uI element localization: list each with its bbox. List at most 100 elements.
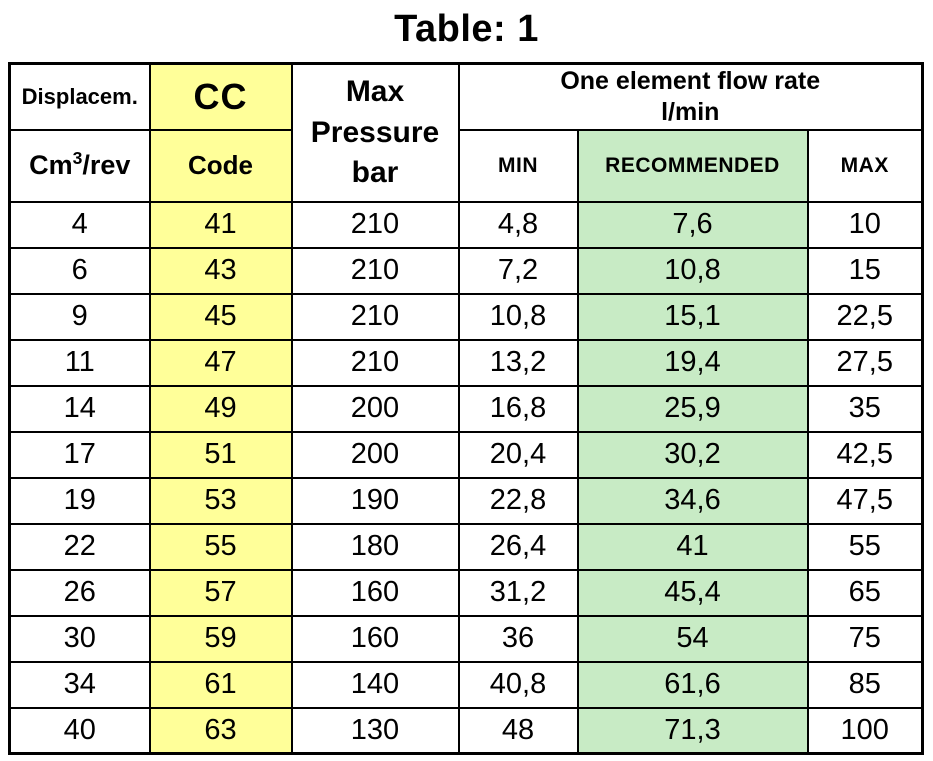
cell-code: 45 [148, 292, 293, 341]
cell-displacement: 6 [8, 246, 151, 295]
cell-min: 48 [457, 706, 579, 755]
cell-min: 16,8 [457, 384, 579, 433]
cell-recommended: 7,6 [576, 200, 809, 249]
cell-min: 20,4 [457, 430, 579, 479]
header-recommended: RECOMMENDED [576, 128, 809, 203]
cell-recommended: 41 [576, 522, 809, 571]
table-header: Displacem. CC Max Pressure bar One eleme… [8, 62, 924, 203]
cell-min: 26,4 [457, 522, 579, 571]
cell-min: 40,8 [457, 660, 579, 709]
cell-pressure: 180 [290, 522, 460, 571]
table-row: 9 45 210 10,8 15,1 22,5 [8, 292, 924, 341]
cell-displacement: 11 [8, 338, 151, 387]
cell-recommended: 61,6 [576, 660, 809, 709]
cell-max: 27,5 [806, 338, 924, 387]
cell-code: 43 [148, 246, 293, 295]
max-pressure-line3: bar [351, 156, 399, 189]
unit-rest: /rev [82, 150, 131, 180]
cell-max: 47,5 [806, 476, 924, 525]
cell-code: 47 [148, 338, 293, 387]
cell-recommended: 10,8 [576, 246, 809, 295]
cell-code: 53 [148, 476, 293, 525]
cell-max: 22,5 [806, 292, 924, 341]
cell-displacement: 9 [8, 292, 151, 341]
cell-max: 10 [806, 200, 924, 249]
spec-table: Displacem. CC Max Pressure bar One eleme… [8, 62, 924, 755]
table-row: 14 49 200 16,8 25,9 35 [8, 384, 924, 433]
table-body: 4 41 210 4,8 7,6 10 6 43 210 7,2 10,8 15 9 45 210 10,8 1… [8, 200, 924, 755]
cell-code: 61 [148, 660, 293, 709]
header-max: MAX [806, 128, 924, 203]
cell-code: 51 [148, 430, 293, 479]
cell-min: 7,2 [457, 246, 579, 295]
cell-pressure: 160 [290, 568, 460, 617]
cell-displacement: 17 [8, 430, 151, 479]
cell-min: 4,8 [457, 200, 579, 249]
cell-code: 49 [148, 384, 293, 433]
flow-rate-line1: One element flow rate [560, 66, 821, 95]
table-row: 4 41 210 4,8 7,6 10 [8, 200, 924, 249]
table-row: 17 51 200 20,4 30,2 42,5 [8, 430, 924, 479]
header-cc: CC [148, 62, 293, 131]
cell-pressure: 210 [290, 338, 460, 387]
cell-max: 42,5 [806, 430, 924, 479]
cell-recommended: 34,6 [576, 476, 809, 525]
cell-max: 55 [806, 522, 924, 571]
cell-code: 41 [148, 200, 293, 249]
cell-min: 13,2 [457, 338, 579, 387]
cell-min: 31,2 [457, 568, 579, 617]
unit-exponent: 3 [72, 148, 83, 168]
table-row: 19 53 190 22,8 34,6 47,5 [8, 476, 924, 525]
cell-code: 57 [148, 568, 293, 617]
cell-displacement: 40 [8, 706, 151, 755]
cell-pressure: 130 [290, 706, 460, 755]
table-title: Table: 1 [394, 8, 539, 50]
cell-displacement: 30 [8, 614, 151, 663]
table-row: 22 55 180 26,4 41 55 [8, 522, 924, 571]
table-row: 6 43 210 7,2 10,8 15 [8, 246, 924, 295]
cell-recommended: 15,1 [576, 292, 809, 341]
cell-pressure: 200 [290, 430, 460, 479]
cell-min: 36 [457, 614, 579, 663]
cell-pressure: 160 [290, 614, 460, 663]
cell-max: 85 [806, 660, 924, 709]
cell-pressure: 200 [290, 384, 460, 433]
cell-displacement: 4 [8, 200, 151, 249]
cell-pressure: 210 [290, 292, 460, 341]
cell-pressure: 140 [290, 660, 460, 709]
cell-max: 100 [806, 706, 924, 755]
unit-base: Cm [29, 150, 73, 180]
cell-recommended: 19,4 [576, 338, 809, 387]
table-row: 26 57 160 31,2 45,4 65 [8, 568, 924, 617]
cell-max: 15 [806, 246, 924, 295]
cell-max: 65 [806, 568, 924, 617]
header-code: Code [148, 128, 293, 203]
max-pressure-line1: Max [345, 75, 405, 108]
header-displacement-unit: Cm3/rev [8, 128, 151, 203]
cell-displacement: 22 [8, 522, 151, 571]
cell-recommended: 71,3 [576, 706, 809, 755]
header-displacement: Displacem. [8, 62, 151, 131]
cell-displacement: 19 [8, 476, 151, 525]
cell-max: 75 [806, 614, 924, 663]
table-row: 40 63 130 48 71,3 100 [8, 706, 924, 755]
flow-rate-line2: l/min [661, 97, 720, 126]
cell-pressure: 210 [290, 246, 460, 295]
cell-pressure: 190 [290, 476, 460, 525]
header-min: MIN [457, 128, 579, 203]
cell-recommended: 25,9 [576, 384, 809, 433]
cell-displacement: 26 [8, 568, 151, 617]
cell-recommended: 45,4 [576, 568, 809, 617]
cell-min: 22,8 [457, 476, 579, 525]
max-pressure-line2: Pressure [310, 115, 440, 149]
table-row: 34 61 140 40,8 61,6 85 [8, 660, 924, 709]
cell-displacement: 34 [8, 660, 151, 709]
cell-min: 10,8 [457, 292, 579, 341]
table-row: 11 47 210 13,2 19,4 27,5 [8, 338, 924, 387]
cell-code: 55 [148, 522, 293, 571]
cell-code: 59 [148, 614, 293, 663]
header-flow-rate-group: One element flow rate l/min [457, 62, 924, 131]
cell-code: 63 [148, 706, 293, 755]
table-row: 30 59 160 36 54 75 [8, 614, 924, 663]
